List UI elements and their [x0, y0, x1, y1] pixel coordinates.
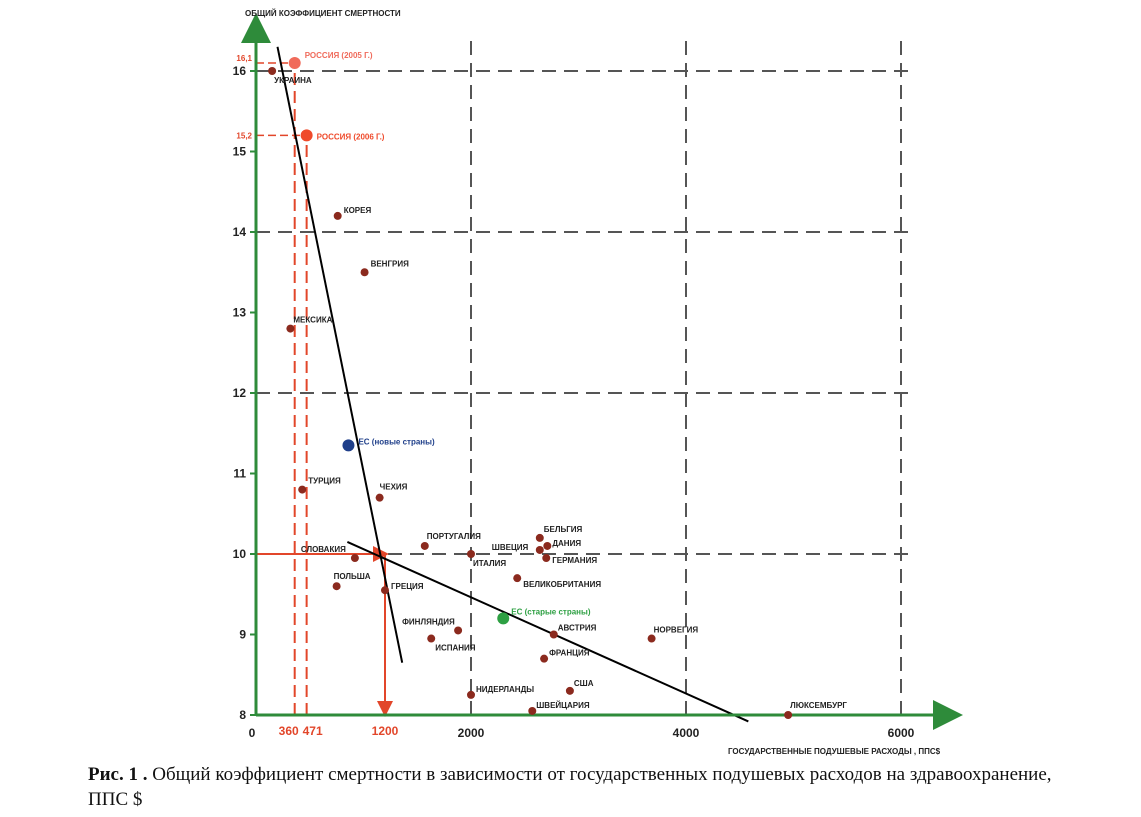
caption-text: Общий коэффициент смертности в зависимос… [88, 764, 1052, 810]
point-label-20: ФРАНЦИЯ [549, 649, 590, 658]
trend-lines [276, 46, 749, 723]
point-4 [286, 324, 295, 333]
point-label-23: США [574, 679, 594, 688]
x-tick-label-2000: 2000 [458, 726, 485, 740]
point-label-16: ВЕЛИКОБРИТАНИЯ [523, 580, 601, 589]
x-axis-title: ГОСУДАРСТВЕННЫЕ ПОДУШЕВЫЕ РАСХОДЫ , ППС$ [728, 747, 941, 756]
point-13 [350, 554, 359, 563]
point-label-3: ВЕНГРИЯ [371, 259, 410, 268]
x-tick-label-0: 0 [249, 726, 256, 740]
point-21 [647, 634, 656, 643]
ref-y-label-16-1: 16,1 [236, 54, 252, 63]
point-label-24: ШВЕЙЦАРИЯ [536, 701, 590, 710]
x-tick-label-4000: 4000 [673, 726, 700, 740]
ref-x-label-471: 471 [303, 724, 323, 738]
point-label-1: УКРАИНА [274, 76, 312, 85]
point-11 [543, 541, 552, 550]
point-label-10: ШВЕЦИЯ [492, 543, 529, 552]
point-label-18: ИСПАНИЯ [435, 644, 476, 653]
point-label-12: ГЕРМАНИЯ [552, 556, 597, 565]
point-label-8: ИТАЛИЯ [473, 559, 506, 568]
point-label-11: ДАНИЯ [552, 539, 581, 548]
grid-lines [256, 41, 916, 715]
ref-x-label-1200: 1200 [372, 724, 399, 738]
y-tick-label-15: 15 [233, 145, 247, 159]
point-23 [565, 686, 574, 695]
point-18 [427, 634, 436, 643]
y-tick-label-8: 8 [239, 708, 246, 722]
point-label-4: МЕКСИКА [293, 316, 332, 325]
highlight-label-3: ЕС (новые страны) [358, 437, 435, 446]
x-tick-label-6000: 6000 [888, 726, 915, 740]
point-label-25: ЛЮКСЕМБУРГ [790, 701, 847, 710]
y-tick-label-13: 13 [233, 306, 247, 320]
point-labels: УКРАИНА КОРЕЯ ВЕНГРИЯ МЕКСИКА ТУРЦИЯ ЧЕХИЯ ПОР… [274, 51, 847, 710]
trend-line-2 [346, 541, 749, 723]
point-9 [535, 533, 544, 542]
point-label-2: КОРЕЯ [344, 206, 372, 215]
highlight-label-1: РОССИЯ (2005 Г.) [305, 51, 373, 60]
point-label-17: ФИНЛЯНДИЯ [402, 617, 455, 626]
point-12 [542, 554, 551, 563]
axes: 8 9 10 11 12 13 14 15 16 0 2000 4000 6000 [233, 13, 963, 740]
reference-lines: 360 471 1200 16,1 15,2 [236, 54, 398, 738]
point-label-13: СЛОВАКИЯ [301, 545, 346, 554]
point-label-5: ТУРЦИЯ [308, 477, 341, 486]
point-14 [332, 582, 341, 591]
highlight-point-2 [300, 129, 313, 142]
point-17 [454, 626, 463, 635]
figure-caption: Рис. 1 . Общий коэффициент смертности в … [88, 762, 1088, 812]
point-8 [467, 550, 475, 558]
ref-x-label-360: 360 [279, 724, 299, 738]
caption-prefix: Рис. 1 . [88, 764, 148, 785]
trend-line-1 [276, 46, 404, 663]
highlight-point-1 [288, 56, 301, 69]
point-10 [535, 545, 544, 554]
y-axis-title: ОБЩИЙ КОЭФФИЦИЕНТ СМЕРТНОСТИ [245, 9, 401, 18]
highlight-point-3 [342, 439, 355, 452]
point-3 [360, 268, 369, 277]
point-25 [784, 711, 793, 719]
point-2 [333, 211, 342, 220]
y-tick-label-12: 12 [233, 386, 247, 400]
point-19 [549, 630, 558, 639]
highlight-point-4 [497, 612, 510, 625]
point-20 [540, 654, 549, 663]
point-16 [513, 574, 522, 583]
point-label-6: ЧЕХИЯ [380, 483, 408, 492]
point-22 [467, 690, 475, 699]
data-points [268, 56, 793, 719]
point-1 [268, 67, 277, 75]
point-15 [381, 586, 389, 595]
y-tick-label-11: 11 [233, 467, 246, 481]
point-label-22: НИДЕРЛАНДЫ [476, 685, 534, 694]
point-label-7: ПОРТУГАЛИЯ [427, 532, 481, 541]
y-tick-label-16: 16 [233, 64, 247, 78]
highlight-label-2: РОССИЯ (2006 Г.) [317, 132, 385, 141]
point-5 [298, 485, 307, 494]
point-label-14: ПОЛЬША [334, 572, 371, 581]
y-tick-label-10: 10 [233, 547, 247, 561]
point-6 [375, 493, 384, 502]
point-label-21: НОРВЕГИЯ [654, 626, 699, 635]
point-label-9: БЕЛЬГИЯ [544, 525, 583, 534]
y-tick-label-14: 14 [233, 225, 247, 239]
point-7 [420, 541, 429, 550]
y-tick-label-9: 9 [239, 628, 246, 642]
point-label-15: ГРЕЦИЯ [391, 582, 424, 591]
highlight-label-4: ЕС (старые страны) [511, 607, 591, 616]
point-label-19: АВСТРИЯ [558, 624, 597, 633]
point-24 [528, 706, 537, 715]
ref-y-label-15-2: 15,2 [236, 131, 252, 140]
